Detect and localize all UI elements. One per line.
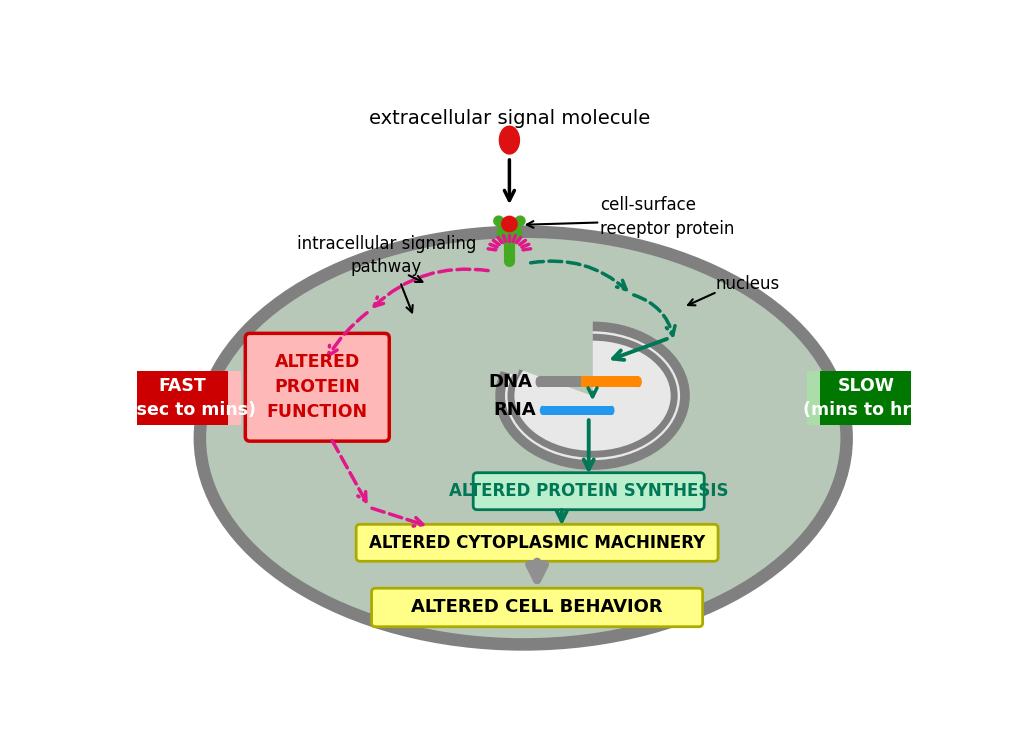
Ellipse shape <box>200 232 847 645</box>
FancyBboxPatch shape <box>807 371 822 425</box>
Ellipse shape <box>500 327 685 465</box>
Bar <box>543 406 611 415</box>
FancyBboxPatch shape <box>372 588 702 626</box>
Ellipse shape <box>609 406 614 415</box>
Text: RNA: RNA <box>494 401 537 420</box>
Bar <box>539 376 581 387</box>
Ellipse shape <box>497 223 521 245</box>
Text: intracellular signaling
pathway: intracellular signaling pathway <box>297 235 476 276</box>
Text: ALTERED PROTEIN SYNTHESIS: ALTERED PROTEIN SYNTHESIS <box>449 482 728 500</box>
FancyBboxPatch shape <box>137 371 227 425</box>
Text: ALTERED CYTOPLASMIC MACHINERY: ALTERED CYTOPLASMIC MACHINERY <box>369 534 706 552</box>
Wedge shape <box>516 314 593 395</box>
Ellipse shape <box>636 376 642 387</box>
FancyBboxPatch shape <box>473 473 705 510</box>
Text: nucleus: nucleus <box>716 275 780 293</box>
FancyBboxPatch shape <box>246 333 389 441</box>
Ellipse shape <box>540 406 545 415</box>
FancyBboxPatch shape <box>226 371 242 425</box>
Wedge shape <box>500 300 601 376</box>
Ellipse shape <box>500 126 519 154</box>
Text: DNA: DNA <box>488 373 532 391</box>
Text: FAST
(< sec to mins): FAST (< sec to mins) <box>109 377 256 419</box>
Ellipse shape <box>502 216 517 232</box>
FancyBboxPatch shape <box>356 524 718 561</box>
FancyBboxPatch shape <box>820 371 911 425</box>
Text: cell-surface
receptor protein: cell-surface receptor protein <box>600 197 734 238</box>
Text: extracellular signal molecule: extracellular signal molecule <box>369 109 650 128</box>
Ellipse shape <box>536 376 542 387</box>
Text: ALTERED CELL BEHAVIOR: ALTERED CELL BEHAVIOR <box>412 599 663 616</box>
Text: ALTERED
PROTEIN
FUNCTION: ALTERED PROTEIN FUNCTION <box>266 353 368 421</box>
Text: SLOW
(mins to hrs): SLOW (mins to hrs) <box>803 377 929 419</box>
Bar <box>581 376 639 387</box>
Wedge shape <box>502 300 593 395</box>
